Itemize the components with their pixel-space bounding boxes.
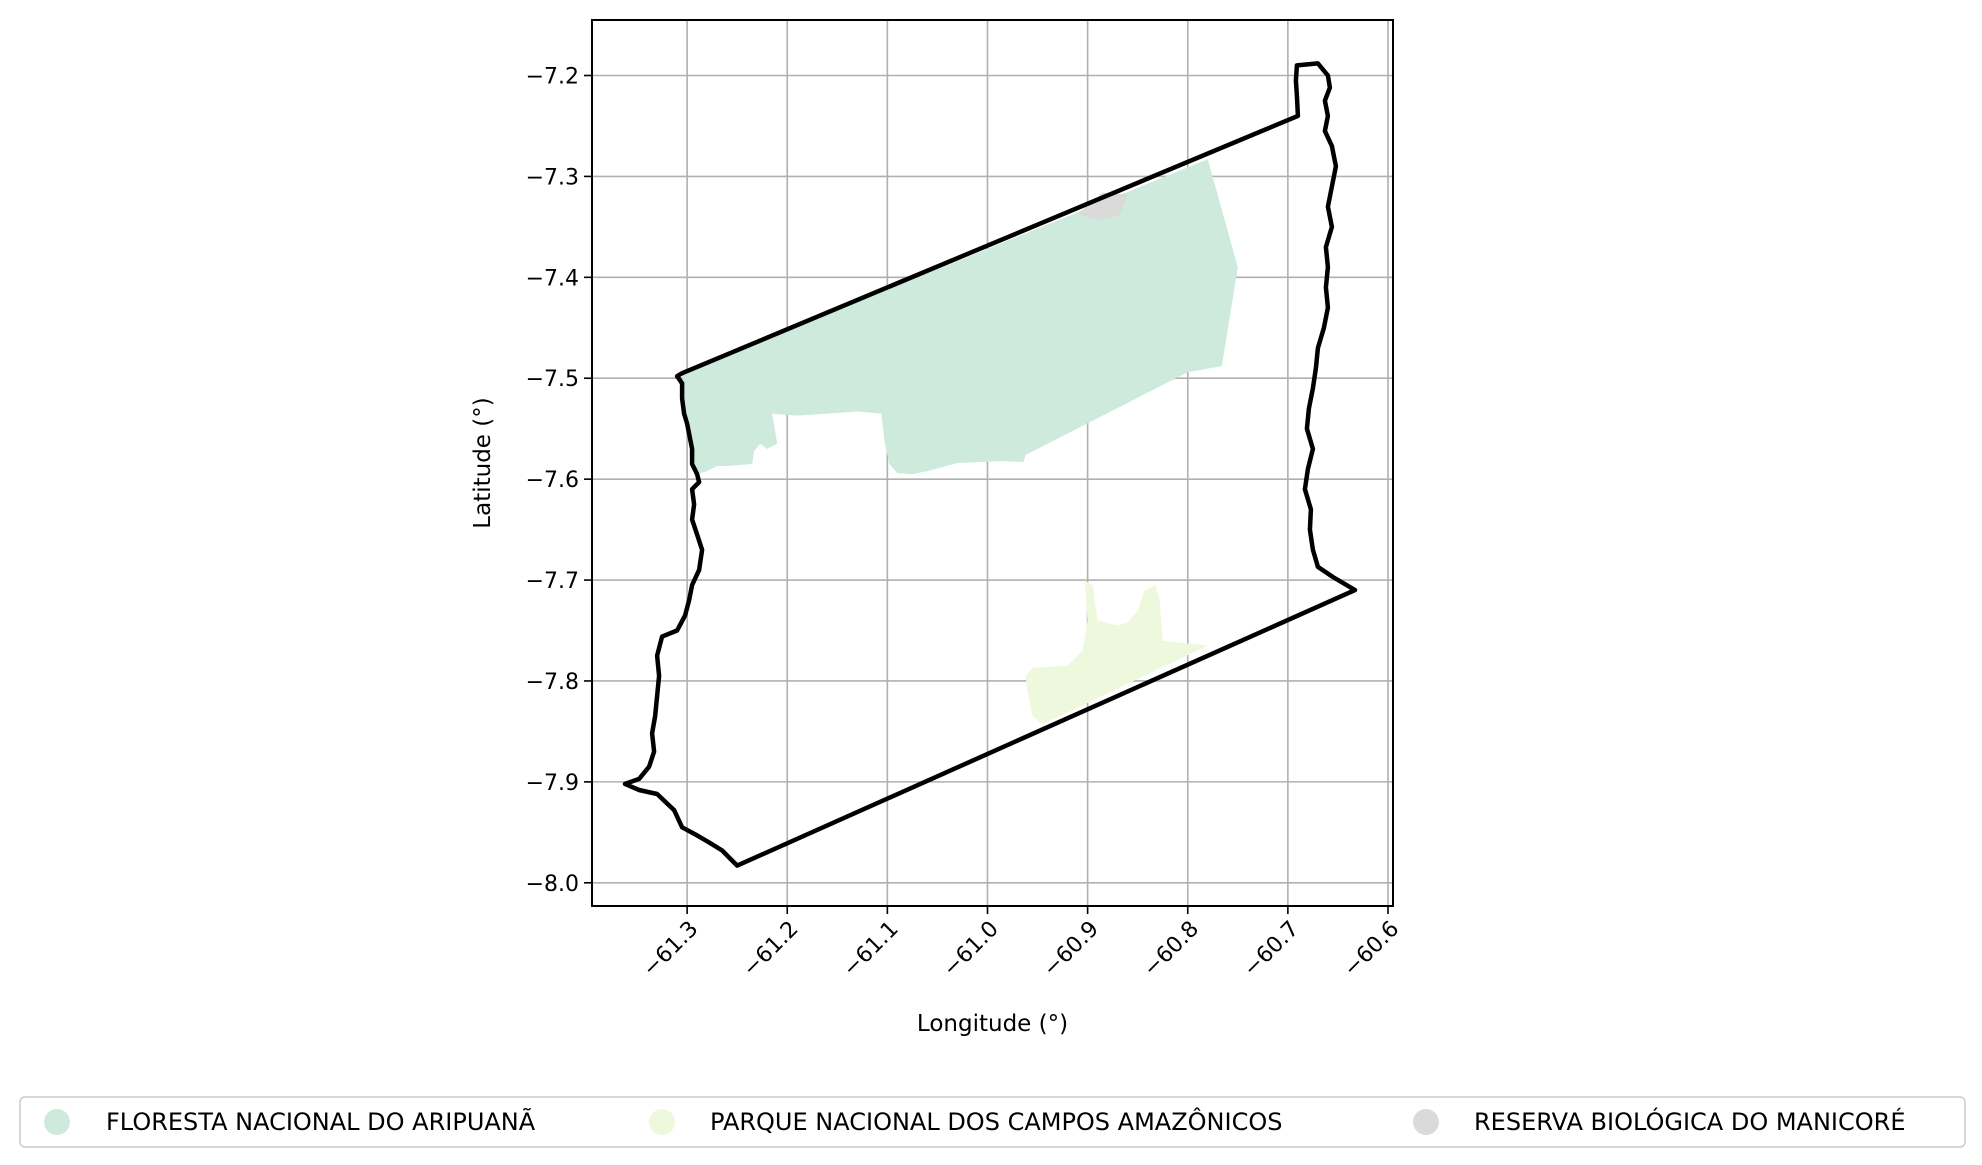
x-axis-title: Longitude (°) [917, 1011, 1068, 1037]
legend-marker [1413, 1109, 1439, 1135]
x-tick-label: −61.2 [738, 917, 803, 982]
y-tick-label: −7.2 [526, 65, 579, 90]
plot-frame [591, 19, 1394, 907]
municipality-boundary-line [622, 61, 1358, 868]
legend-marker [44, 1109, 70, 1135]
protected-area-polygon [1077, 192, 1128, 220]
x-tick-label: −61.0 [938, 917, 1003, 982]
legend-label: PARQUE NACIONAL DOS CAMPOS AMAZÔNICOS [710, 1106, 1282, 1136]
legend: FLORESTA NACIONAL DO ARIPUANÃ PARQUE NACI… [19, 1096, 1966, 1148]
x-tick-label: −60.6 [1339, 917, 1404, 982]
y-axis-title: Latitude (°) [470, 397, 496, 528]
y-tick-label: −7.6 [526, 468, 579, 493]
x-tick-label: −61.1 [838, 917, 903, 982]
x-tick-label: −60.8 [1139, 917, 1204, 982]
y-tick-label: −7.7 [526, 569, 579, 594]
x-tick-label: −60.9 [1039, 917, 1104, 982]
y-tick-label: −8.0 [526, 872, 579, 897]
y-tick-label: −7.5 [526, 367, 579, 392]
protected-area-polygon [682, 159, 1238, 475]
x-axis-ticks: −61.3 −61.2 −61.1 −61.0 −60.9 −60.8 −60.7 −60.6 [638, 906, 1404, 982]
municipality-outline [622, 61, 1358, 868]
legend-label: FLORESTA NACIONAL DO ARIPUANÃ [106, 1106, 536, 1136]
x-tick-label: −61.3 [638, 917, 703, 982]
y-tick-label: −7.3 [526, 165, 579, 190]
x-tick-label: −60.7 [1239, 917, 1304, 982]
y-tick-label: −7.4 [526, 266, 579, 291]
y-tick-label: −7.9 [526, 771, 579, 796]
legend-frame [19, 1096, 1966, 1148]
legend-marker [649, 1109, 675, 1135]
y-axis-ticks: −7.2 −7.3 −7.4 −7.5 −7.6 −7.7 −7.8 −7.9 −8.0 [526, 65, 592, 897]
protected-area-polygon [1025, 580, 1208, 725]
y-tick-label: −7.8 [526, 670, 579, 695]
protected-areas [682, 159, 1238, 725]
legend-label: RESERVA BIOLÓGICA DO MANICORÉ [1474, 1106, 1906, 1136]
